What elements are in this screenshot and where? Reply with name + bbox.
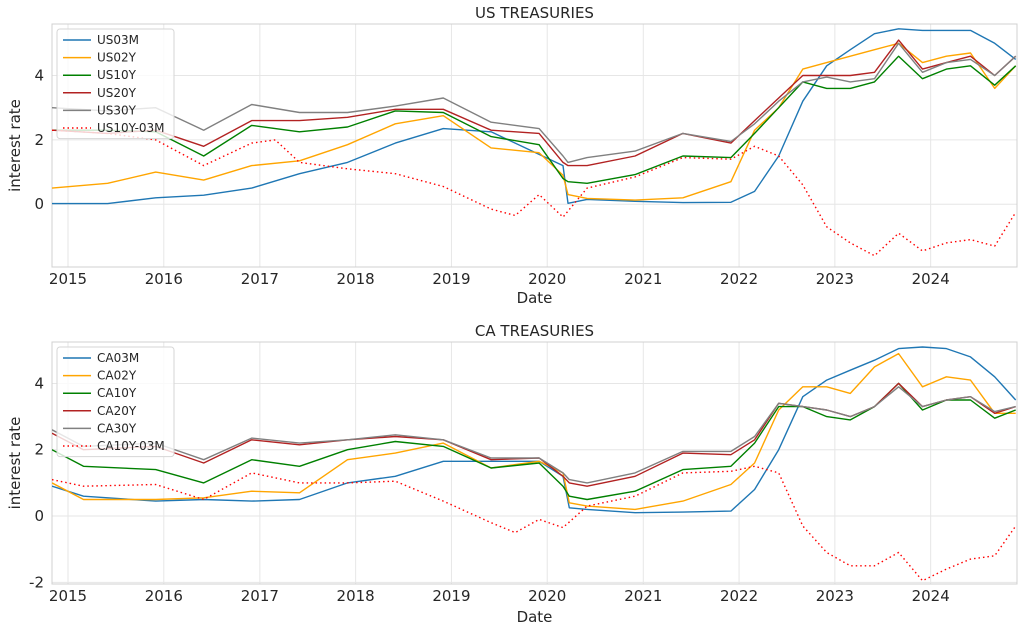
axes-frame	[51, 23, 1018, 268]
y-axis-label: interest rate	[6, 417, 24, 510]
series-line-ca10y-03m	[52, 465, 1017, 582]
y-tick-label: 0	[34, 507, 44, 525]
x-tick-label: 2018	[337, 270, 375, 288]
legend-label: CA20Y	[97, 404, 137, 418]
series-line-ca30y	[52, 386, 1016, 484]
legend-label: US10Y-03M	[97, 121, 165, 135]
x-tick-label: 2017	[241, 270, 279, 288]
x-tick-label: 2019	[432, 270, 470, 288]
x-tick-label: 2023	[816, 270, 854, 288]
x-axis-label: Date	[517, 608, 553, 626]
legend-label: US20Y	[97, 86, 137, 100]
series-line-ca03m	[52, 346, 1017, 514]
x-tick-label: 2015	[49, 587, 87, 605]
chart-title: US TREASURIES	[475, 4, 594, 22]
legend-label: US02Y	[97, 51, 137, 65]
x-tick-label: 2021	[624, 587, 662, 605]
axes-frame	[51, 341, 1018, 585]
legend-label: CA03M	[97, 351, 139, 365]
legend-box	[56, 28, 175, 140]
x-tick-label: 2020	[528, 587, 566, 605]
x-tick-label: 2024	[912, 587, 950, 605]
x-tick-label: 2018	[337, 587, 375, 605]
legend-label: CA02Y	[97, 369, 137, 383]
x-axis-label: Date	[517, 289, 553, 307]
x-tick-label: 2019	[432, 587, 470, 605]
series-line-us20y	[52, 39, 1017, 167]
y-tick-label: 2	[34, 441, 44, 459]
chart-panel-1: 2015 2016 2017 2018 2019 2020 2021 2022 2023 2024…	[6, 322, 1018, 626]
legend-box	[56, 346, 175, 458]
legend-label: CA10Y	[97, 386, 137, 400]
legend-label: US10Y	[97, 68, 137, 82]
x-tick-label: 2016	[145, 587, 183, 605]
x-tick-label: 2022	[720, 270, 758, 288]
y-tick-label: 2	[34, 131, 44, 149]
y-tick-label: 4	[34, 374, 44, 392]
x-tick-label: 2016	[145, 270, 183, 288]
y-axis-label: interest rate	[6, 99, 24, 192]
legend-label: US30Y	[97, 103, 137, 117]
y-tick-label: -2	[29, 573, 44, 591]
legend-label: CA10Y-03M	[97, 439, 165, 453]
legend: CA03M CA02Y CA10Y CA20Y CA30Y CA10Y-03M	[56, 346, 175, 458]
chart-title: CA TREASURIES	[475, 322, 594, 340]
chart-panel-0: 2015 2016 2017 2018 2019 2020 2021 2022 2023 2024…	[6, 4, 1018, 307]
x-tick-label: 2020	[528, 270, 566, 288]
legend-label: US03M	[97, 33, 139, 47]
x-tick-label: 2024	[912, 270, 950, 288]
plot-area	[52, 24, 1017, 267]
series-line-us30y	[52, 42, 1017, 164]
y-tick-label: 0	[34, 195, 44, 213]
series-line-ca10y	[52, 382, 1016, 501]
x-tick-label: 2022	[720, 587, 758, 605]
legend: US03M US02Y US10Y US20Y US30Y US10Y-03M	[56, 28, 175, 140]
x-tick-label: 2023	[816, 587, 854, 605]
x-tick-label: 2017	[241, 587, 279, 605]
x-tick-label: 2015	[49, 270, 87, 288]
series-line-ca20y	[52, 382, 1016, 487]
legend-label: CA30Y	[97, 421, 137, 435]
y-tick-label: 4	[34, 66, 44, 84]
series-line-us10y	[52, 55, 1017, 185]
x-tick-label: 2021	[624, 270, 662, 288]
series-line-ca02y	[52, 352, 1016, 511]
series-line-us03m	[52, 28, 1017, 205]
